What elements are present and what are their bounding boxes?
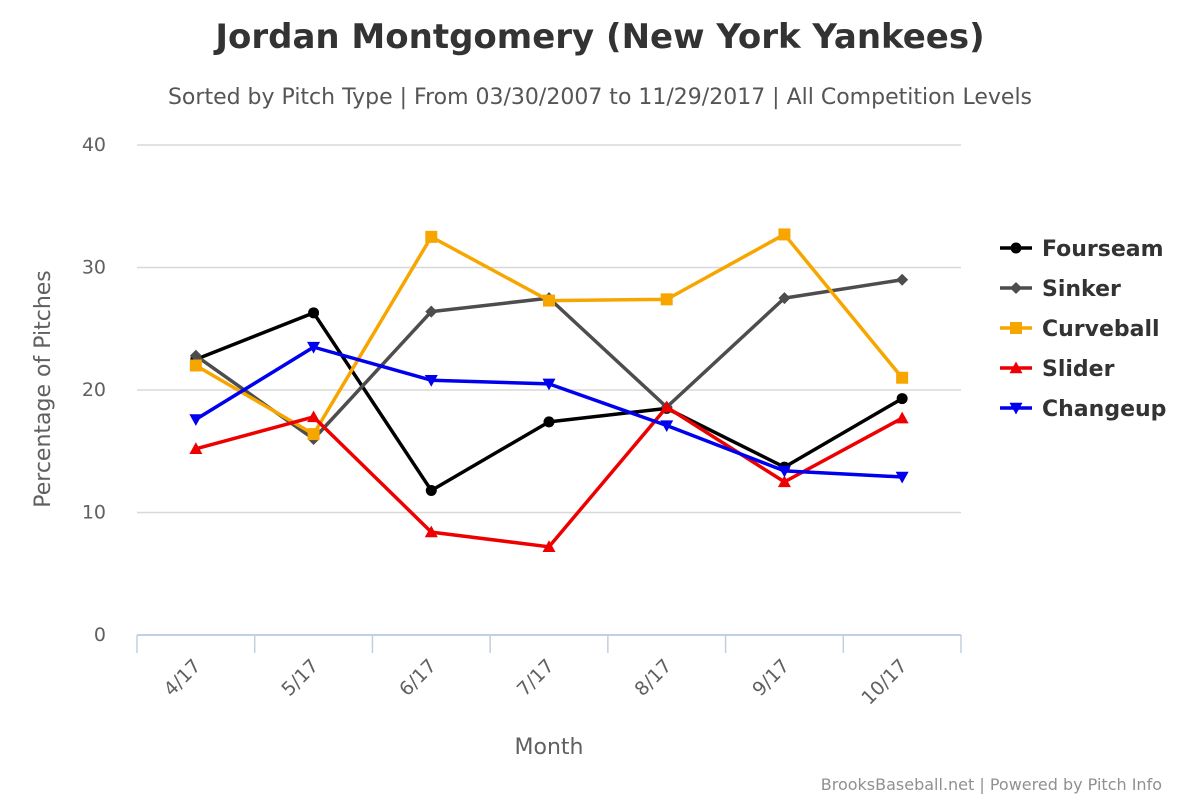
x-tick-label: 8/17 <box>631 655 677 701</box>
data-point-sinker <box>189 349 202 362</box>
data-point-curveball <box>425 230 438 243</box>
data-point-sinker <box>425 305 438 318</box>
legend-label-slider: Slider <box>1042 357 1115 382</box>
legend-label-curveball: Curveball <box>1042 317 1160 342</box>
y-tick-label: 0 <box>94 624 106 646</box>
data-point-curveball <box>778 228 791 241</box>
series-fourseam <box>190 307 908 496</box>
data-point-changeup <box>542 378 556 391</box>
credits[interactable]: BrooksBaseball.net | Powered by Pitch In… <box>821 775 1162 794</box>
x-tick-label: 10/17 <box>857 655 911 709</box>
data-point-fourseam <box>543 416 555 428</box>
legend-marker-changeup <box>1009 402 1023 415</box>
x-axis-ticks: 4/17 5/17 6/17 7/17 8/17 9/17 10/17 <box>160 655 912 709</box>
gridlines <box>137 144 961 514</box>
series-curveball <box>189 228 909 441</box>
legend-label-fourseam: Fourseam <box>1042 237 1164 262</box>
data-point-changeup <box>777 465 791 478</box>
chart-title: Jordan Montgomery (New York Yankees) <box>213 17 984 57</box>
data-point-fourseam <box>308 307 320 319</box>
legend-label-sinker: Sinker <box>1042 277 1121 302</box>
data-point-fourseam <box>896 393 908 405</box>
data-point-changeup <box>895 471 909 484</box>
data-point-slider <box>895 411 909 424</box>
data-point-changeup <box>424 375 438 387</box>
data-point-slider <box>307 410 321 423</box>
series-line-fourseam <box>195 311 904 493</box>
legend-item-changeup[interactable]: Changeup <box>1000 397 1166 422</box>
legend-label-changeup: Changeup <box>1042 397 1166 422</box>
series-slider <box>189 400 909 552</box>
data-point-curveball <box>307 428 320 441</box>
data-point-curveball <box>189 359 202 372</box>
x-tick-label: 9/17 <box>748 655 794 701</box>
data-point-fourseam <box>425 484 437 496</box>
data-point-curveball <box>896 371 909 384</box>
legend-marker-fourseam <box>1010 242 1022 254</box>
y-tick-label: 30 <box>82 257 106 279</box>
data-point-curveball <box>543 294 555 307</box>
data-point-changeup <box>660 420 674 433</box>
legend-item-fourseam[interactable]: Fourseam <box>1000 237 1164 262</box>
data-point-slider <box>424 525 438 538</box>
y-tick-label: 10 <box>82 502 106 524</box>
series-line-curveball <box>194 232 904 436</box>
series-line-changeup <box>194 345 903 479</box>
y-axis-title: Percentage of Pitches <box>31 270 56 508</box>
legend-marker-curveball <box>1010 322 1022 334</box>
x-axis-title: Month <box>515 735 584 760</box>
data-point-slider <box>660 400 674 413</box>
data-point-curveball <box>660 293 673 306</box>
legend-item-sinker[interactable]: Sinker <box>1000 277 1121 302</box>
series-layer <box>189 228 909 552</box>
data-point-changeup <box>189 414 203 426</box>
legend: Fourseam Sinker Curveball Slider Changeup <box>1000 237 1166 422</box>
data-point-sinker <box>896 273 909 286</box>
series-changeup <box>189 341 909 484</box>
chart-subtitle: Sorted by Pitch Type | From 03/30/2007 t… <box>168 85 1032 110</box>
data-point-changeup <box>307 341 321 354</box>
y-axis-ticks: 0 10 20 30 40 <box>82 134 106 646</box>
y-tick-label: 40 <box>82 134 106 156</box>
legend-marker-slider <box>1009 361 1023 374</box>
x-tick-label: 5/17 <box>277 655 323 701</box>
legend-marker-sinker <box>1010 282 1022 294</box>
x-tick-label: 6/17 <box>395 655 441 701</box>
y-tick-label: 20 <box>82 379 106 401</box>
x-tick-label: 7/17 <box>513 655 559 701</box>
data-point-slider <box>777 475 791 488</box>
x-axis <box>136 634 962 653</box>
data-point-slider <box>542 540 556 552</box>
legend-item-curveball[interactable]: Curveball <box>1000 317 1160 342</box>
data-point-sinker <box>778 292 791 305</box>
data-point-slider <box>189 442 203 454</box>
legend-item-slider[interactable]: Slider <box>1000 357 1115 382</box>
x-tick-label: 4/17 <box>160 655 206 701</box>
